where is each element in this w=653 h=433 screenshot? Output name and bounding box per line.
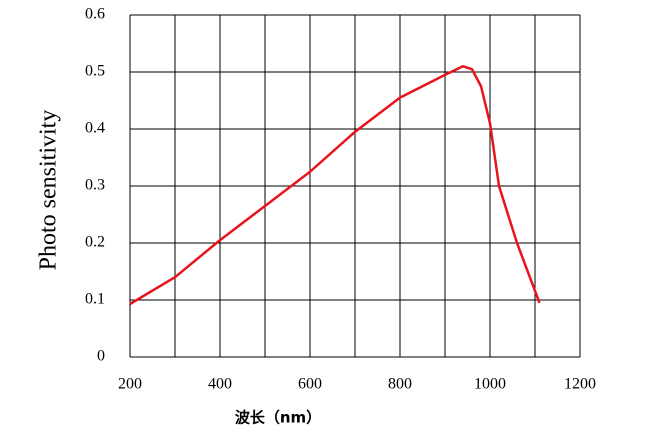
y-tick-label: 0.1 (85, 291, 105, 308)
y-tick-label: 0.4 (85, 120, 105, 137)
y-axis-label: Photo sensitivity (36, 110, 62, 271)
x-axis-label: 波长（nm） (235, 409, 321, 427)
y-tick-label: 0.5 (85, 63, 105, 80)
x-tick-label: 600 (298, 376, 322, 393)
data-line (129, 65, 541, 306)
x-tick-label: 1200 (564, 376, 596, 393)
y-tick-label: 0.3 (85, 177, 105, 194)
x-tick-label: 800 (388, 376, 412, 393)
x-tick-label: 200 (118, 376, 142, 393)
y-tick-label: 0.6 (85, 6, 105, 23)
x-tick-label: 1000 (474, 376, 506, 393)
y-tick-label: 0 (97, 348, 105, 365)
y-tick-label: 0.2 (85, 234, 105, 251)
x-tick-label: 400 (208, 376, 232, 393)
